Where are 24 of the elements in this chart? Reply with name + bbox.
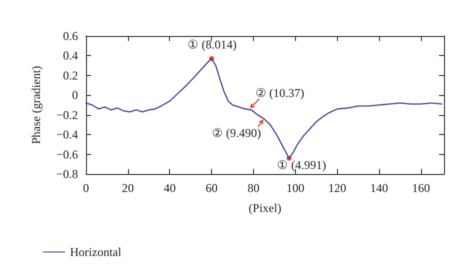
annotation: ① (4.991)	[277, 158, 326, 172]
x-tick-label: 0	[83, 181, 89, 195]
x-tick-label: 160	[412, 181, 430, 195]
y-tick-label: 0.6	[63, 29, 78, 43]
annotation: ① (8.014)	[188, 38, 237, 52]
y-tick-label: −0.8	[56, 167, 78, 181]
x-tick-label: 140	[370, 181, 388, 195]
y-tick-label: −0.2	[56, 108, 78, 122]
x-tick-label: 60	[206, 181, 218, 195]
legend-label: Horizontal	[70, 245, 122, 259]
y-tick-label: 0.2	[63, 68, 78, 82]
x-tick-label: 120	[328, 181, 346, 195]
y-tick-label: −0.6	[56, 147, 78, 162]
annotation: ② (10.37)	[255, 86, 304, 100]
x-tick-label: 20	[122, 181, 134, 195]
y-tick-label: 0	[72, 88, 78, 102]
y-axis-title: Phase (gradient)	[29, 66, 43, 144]
x-axis-title: (Pixel)	[248, 201, 282, 215]
y-tick-label: 0.4	[63, 48, 78, 63]
annotation: ② (9.490)	[212, 126, 261, 140]
x-tick-label: 40	[164, 181, 176, 195]
x-tick-label: 100	[286, 181, 304, 195]
x-tick-label: 80	[247, 181, 260, 195]
y-tick-label: −0.4	[56, 128, 78, 142]
